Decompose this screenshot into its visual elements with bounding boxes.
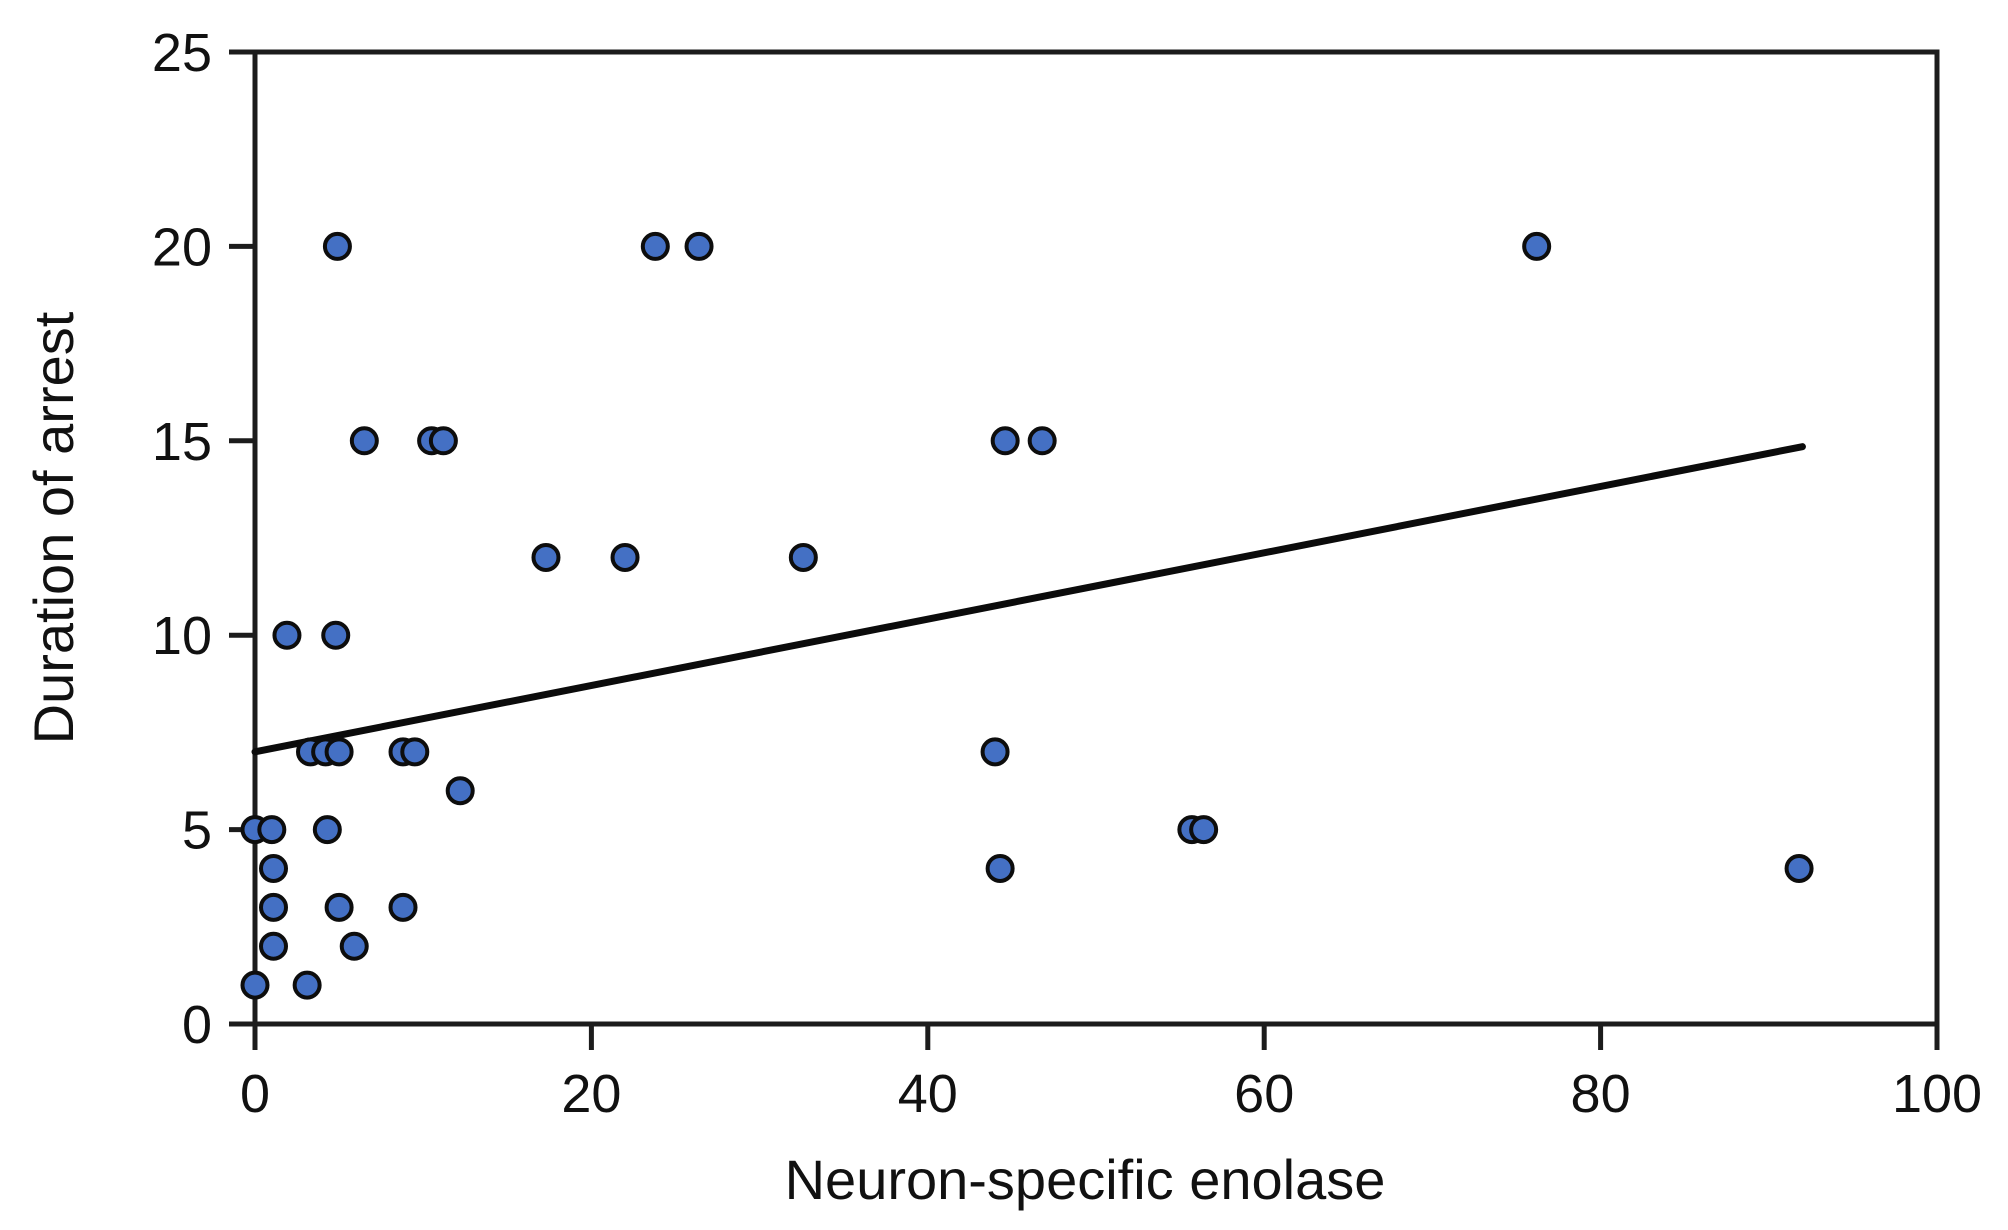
data-point <box>240 970 270 1000</box>
data-point <box>1522 231 1552 261</box>
x-axis-title: Neuron-specific enolase <box>784 1148 1386 1211</box>
data-point <box>1189 815 1219 845</box>
data-point <box>272 620 302 650</box>
data-point <box>259 853 289 883</box>
data-point <box>321 620 351 650</box>
x-tick-label: 100 <box>1892 1064 1982 1124</box>
plot-border <box>252 49 1940 1027</box>
data-point <box>1784 853 1814 883</box>
data-point <box>259 931 289 961</box>
data-point <box>388 892 418 922</box>
y-axis-title: Duration of arrest <box>22 311 85 745</box>
data-point <box>322 231 352 261</box>
data-point <box>985 853 1015 883</box>
x-tick-label: 0 <box>240 1064 270 1124</box>
x-tick-label: 20 <box>561 1064 621 1124</box>
data-point <box>400 737 430 767</box>
data-point <box>684 231 714 261</box>
data-point <box>610 542 640 572</box>
data-point <box>788 542 818 572</box>
y-tick-label: 10 <box>152 606 212 666</box>
x-tick-label: 40 <box>898 1064 958 1124</box>
x-tick-label: 80 <box>1571 1064 1631 1124</box>
data-point <box>531 542 561 572</box>
data-point <box>990 426 1020 456</box>
data-point <box>980 737 1010 767</box>
data-point <box>349 426 379 456</box>
data-point <box>259 892 289 922</box>
data-point <box>640 231 670 261</box>
data-point <box>324 892 354 922</box>
data-point <box>445 776 475 806</box>
data-point <box>312 815 342 845</box>
data-point <box>257 815 287 845</box>
data-point <box>324 737 354 767</box>
y-tick-label: 15 <box>152 412 212 472</box>
y-tick-label: 0 <box>182 995 212 1055</box>
y-tick-label: 25 <box>152 23 212 83</box>
data-point <box>428 426 458 456</box>
data-point <box>339 931 369 961</box>
x-tick-label: 60 <box>1234 1064 1294 1124</box>
data-point <box>292 970 322 1000</box>
y-tick-label: 5 <box>182 801 212 861</box>
data-point <box>1027 426 1057 456</box>
y-tick-label: 20 <box>152 217 212 277</box>
trend-line <box>251 443 1806 756</box>
